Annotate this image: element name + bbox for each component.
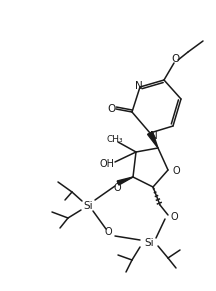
Text: N: N [150, 131, 158, 141]
Text: CH₃: CH₃ [107, 134, 123, 143]
Text: O: O [170, 212, 178, 222]
Text: O: O [171, 54, 179, 64]
Text: O: O [107, 104, 115, 114]
Text: N: N [135, 81, 143, 91]
Text: O: O [172, 166, 180, 176]
Text: OH: OH [100, 159, 114, 169]
Text: O: O [113, 183, 121, 193]
Text: O: O [104, 227, 112, 237]
Polygon shape [117, 177, 133, 185]
Text: Si: Si [144, 238, 154, 248]
Polygon shape [148, 132, 158, 148]
Text: Si: Si [83, 201, 93, 211]
